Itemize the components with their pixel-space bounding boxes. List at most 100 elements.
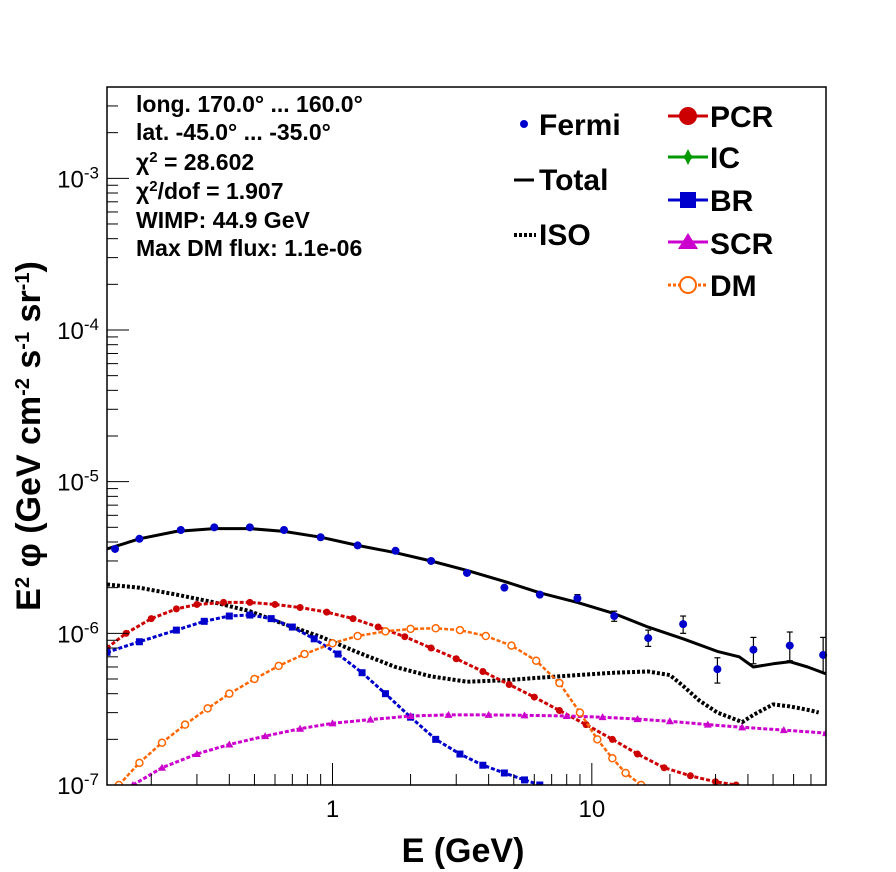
marker-br — [479, 761, 487, 769]
marker-pcr — [555, 706, 563, 714]
marker-pcr — [172, 605, 180, 613]
marker-dm — [381, 627, 390, 636]
marker-dm — [406, 624, 415, 634]
marker-br — [135, 638, 143, 646]
marker-pcr — [686, 772, 694, 780]
marker-pcr — [296, 604, 304, 612]
x-tick-label: 10 — [578, 796, 605, 823]
marker-pcr — [374, 623, 382, 631]
marker-br — [536, 781, 544, 785]
marker-scr — [520, 711, 529, 719]
marker-dm — [636, 780, 646, 785]
marker-br — [358, 669, 366, 677]
marker-dm — [300, 649, 309, 659]
fermi-point — [500, 583, 509, 592]
marker-scr — [157, 763, 166, 771]
curve-pcr — [107, 600, 737, 785]
stats-max-dm-flux: Max DM flux: 1.1e-06 — [136, 235, 362, 261]
marker-scr — [562, 712, 571, 720]
legend-ic-marker — [679, 149, 697, 165]
marker-dm — [135, 758, 144, 768]
marker-scr — [738, 723, 747, 731]
marker-pcr — [505, 680, 513, 688]
marker-dm — [225, 689, 234, 698]
marker-br — [246, 611, 254, 619]
marker-dm — [431, 624, 440, 633]
marker-br — [288, 623, 296, 631]
legend-br-marker — [680, 192, 696, 208]
marker-pcr — [608, 735, 616, 743]
fermi-point — [391, 546, 400, 555]
fermi-point — [353, 541, 362, 550]
marker-br — [520, 776, 528, 784]
marker-scr — [444, 710, 453, 718]
y-tick-label: 10-4 — [57, 314, 99, 345]
fermi-point — [644, 634, 653, 643]
marker-dm — [593, 735, 602, 744]
fermi-point — [535, 590, 544, 599]
fermi-data-points — [111, 523, 828, 684]
marker-dm — [555, 678, 564, 688]
x-axis-title: E (GeV) — [402, 832, 525, 870]
fermi-point — [679, 620, 688, 629]
stats-latitude: lat. -45.0° ... -35.0° — [136, 119, 331, 145]
marker-dm — [608, 754, 617, 763]
legend-fermi-label: Fermi — [539, 109, 621, 142]
y-axis-title: E2 φ (GeV cm-2 s-1 sr-1) — [10, 261, 48, 611]
fermi-point — [245, 523, 254, 532]
marker-scr — [633, 715, 642, 723]
fit-stats-box: long. 170.0° ... 160.0° lat. -45.0° ... … — [136, 91, 363, 261]
marker-pcr — [193, 600, 201, 608]
marker-pcr — [271, 600, 279, 608]
marker-scr — [822, 729, 826, 737]
legend-total-label: Total — [539, 164, 608, 197]
y-tick-label: 10-6 — [57, 618, 99, 649]
legend-pcr-label: PCR — [710, 101, 774, 134]
marker-scr — [406, 712, 415, 720]
marker-br — [456, 750, 464, 758]
legend-iso-label: ISO — [539, 219, 591, 252]
legend-dm-label: DM — [710, 270, 757, 303]
legend-scr-marker — [678, 233, 698, 249]
marker-scr — [261, 732, 270, 740]
legend-ic-label: IC — [710, 142, 740, 175]
marker-scr — [130, 781, 136, 785]
fermi-point — [713, 665, 722, 674]
fermi-point — [210, 523, 219, 532]
fermi-point — [610, 612, 619, 621]
marker-br — [334, 650, 342, 658]
stats-chi2: χ2 = 28.602 — [136, 149, 254, 176]
marker-br — [310, 635, 318, 643]
x-axis-tick-labels: 1 10 — [326, 796, 605, 823]
fermi-point — [111, 544, 120, 553]
marker-dm — [507, 641, 516, 650]
curve-scr — [132, 713, 826, 785]
fermi-point — [427, 556, 436, 565]
marker-br — [267, 615, 275, 623]
y-tick-label: 10-3 — [57, 163, 99, 194]
fermi-point — [573, 594, 582, 603]
marker-scr — [296, 724, 305, 732]
marker-scr — [598, 713, 607, 721]
marker-scr — [484, 710, 493, 718]
marker-pcr — [147, 615, 155, 623]
marker-br — [200, 617, 208, 625]
curve-total — [107, 527, 826, 676]
marker-dm — [274, 661, 283, 671]
legend-br-label: BR — [710, 185, 754, 218]
marker-br — [107, 648, 111, 656]
marker-br — [225, 612, 233, 620]
marker-dm — [481, 631, 491, 641]
marker-pcr — [452, 655, 460, 663]
marker-scr — [665, 717, 674, 725]
marker-pcr — [732, 781, 740, 785]
marker-br — [500, 769, 508, 777]
marker-scr — [703, 720, 712, 728]
marker-scr — [366, 715, 375, 723]
fermi-point — [749, 645, 758, 654]
x-tick-label: 1 — [326, 796, 339, 823]
marker-dm — [203, 704, 212, 713]
marker-dm — [180, 720, 190, 729]
y-tick-label: 10-7 — [57, 770, 99, 801]
marker-dm — [250, 674, 259, 684]
